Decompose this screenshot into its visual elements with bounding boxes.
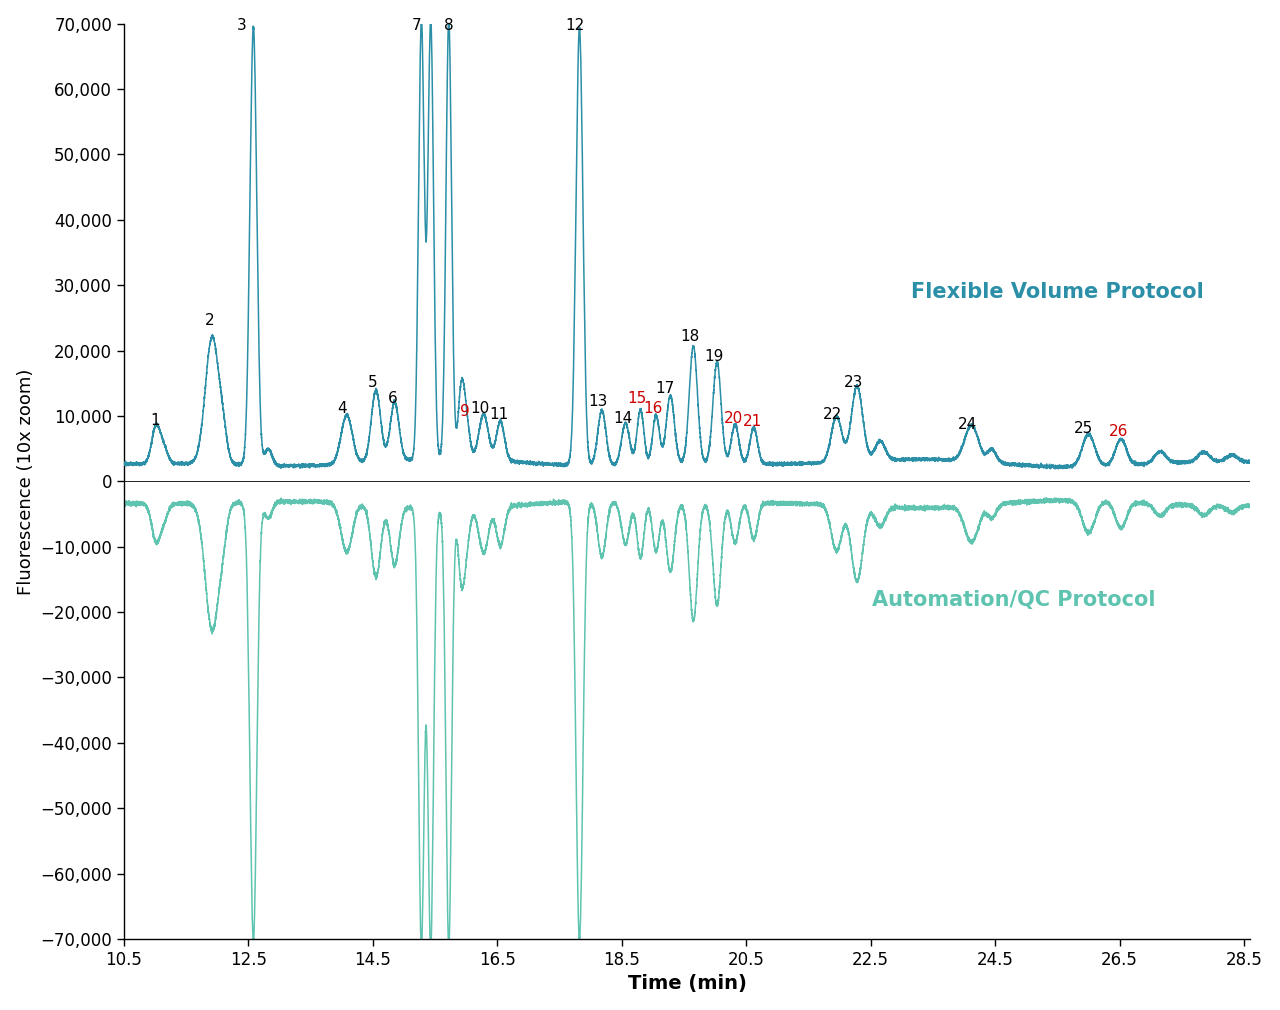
Text: 23: 23 bbox=[844, 375, 863, 390]
Text: 19: 19 bbox=[704, 348, 723, 364]
Text: 17: 17 bbox=[655, 382, 675, 396]
Text: 8: 8 bbox=[444, 18, 453, 33]
Text: 9: 9 bbox=[460, 404, 470, 419]
Text: 26: 26 bbox=[1108, 424, 1128, 438]
Text: 5: 5 bbox=[369, 375, 378, 390]
Y-axis label: Fluorescence (10x zoom): Fluorescence (10x zoom) bbox=[17, 368, 35, 595]
Text: 25: 25 bbox=[1074, 420, 1093, 435]
Text: 16: 16 bbox=[644, 401, 663, 416]
Text: 13: 13 bbox=[589, 394, 608, 409]
Text: 18: 18 bbox=[681, 329, 700, 344]
Text: 10: 10 bbox=[470, 401, 489, 416]
Text: 2: 2 bbox=[205, 313, 215, 327]
Text: 21: 21 bbox=[742, 414, 762, 429]
Text: 11: 11 bbox=[489, 407, 508, 422]
Text: 1: 1 bbox=[150, 413, 160, 427]
Text: 7: 7 bbox=[412, 18, 421, 33]
X-axis label: Time (min): Time (min) bbox=[627, 975, 746, 993]
Text: Automation/QC Protocol: Automation/QC Protocol bbox=[872, 590, 1156, 610]
Text: 4: 4 bbox=[337, 401, 347, 416]
Text: 20: 20 bbox=[724, 411, 744, 426]
Text: 15: 15 bbox=[627, 391, 646, 406]
Text: 22: 22 bbox=[823, 407, 842, 422]
Text: Flexible Volume Protocol: Flexible Volume Protocol bbox=[911, 282, 1203, 302]
Text: 3: 3 bbox=[237, 18, 247, 33]
Text: 12: 12 bbox=[566, 18, 585, 33]
Text: 14: 14 bbox=[613, 411, 632, 426]
Text: 24: 24 bbox=[957, 417, 977, 432]
Text: 6: 6 bbox=[388, 391, 398, 406]
